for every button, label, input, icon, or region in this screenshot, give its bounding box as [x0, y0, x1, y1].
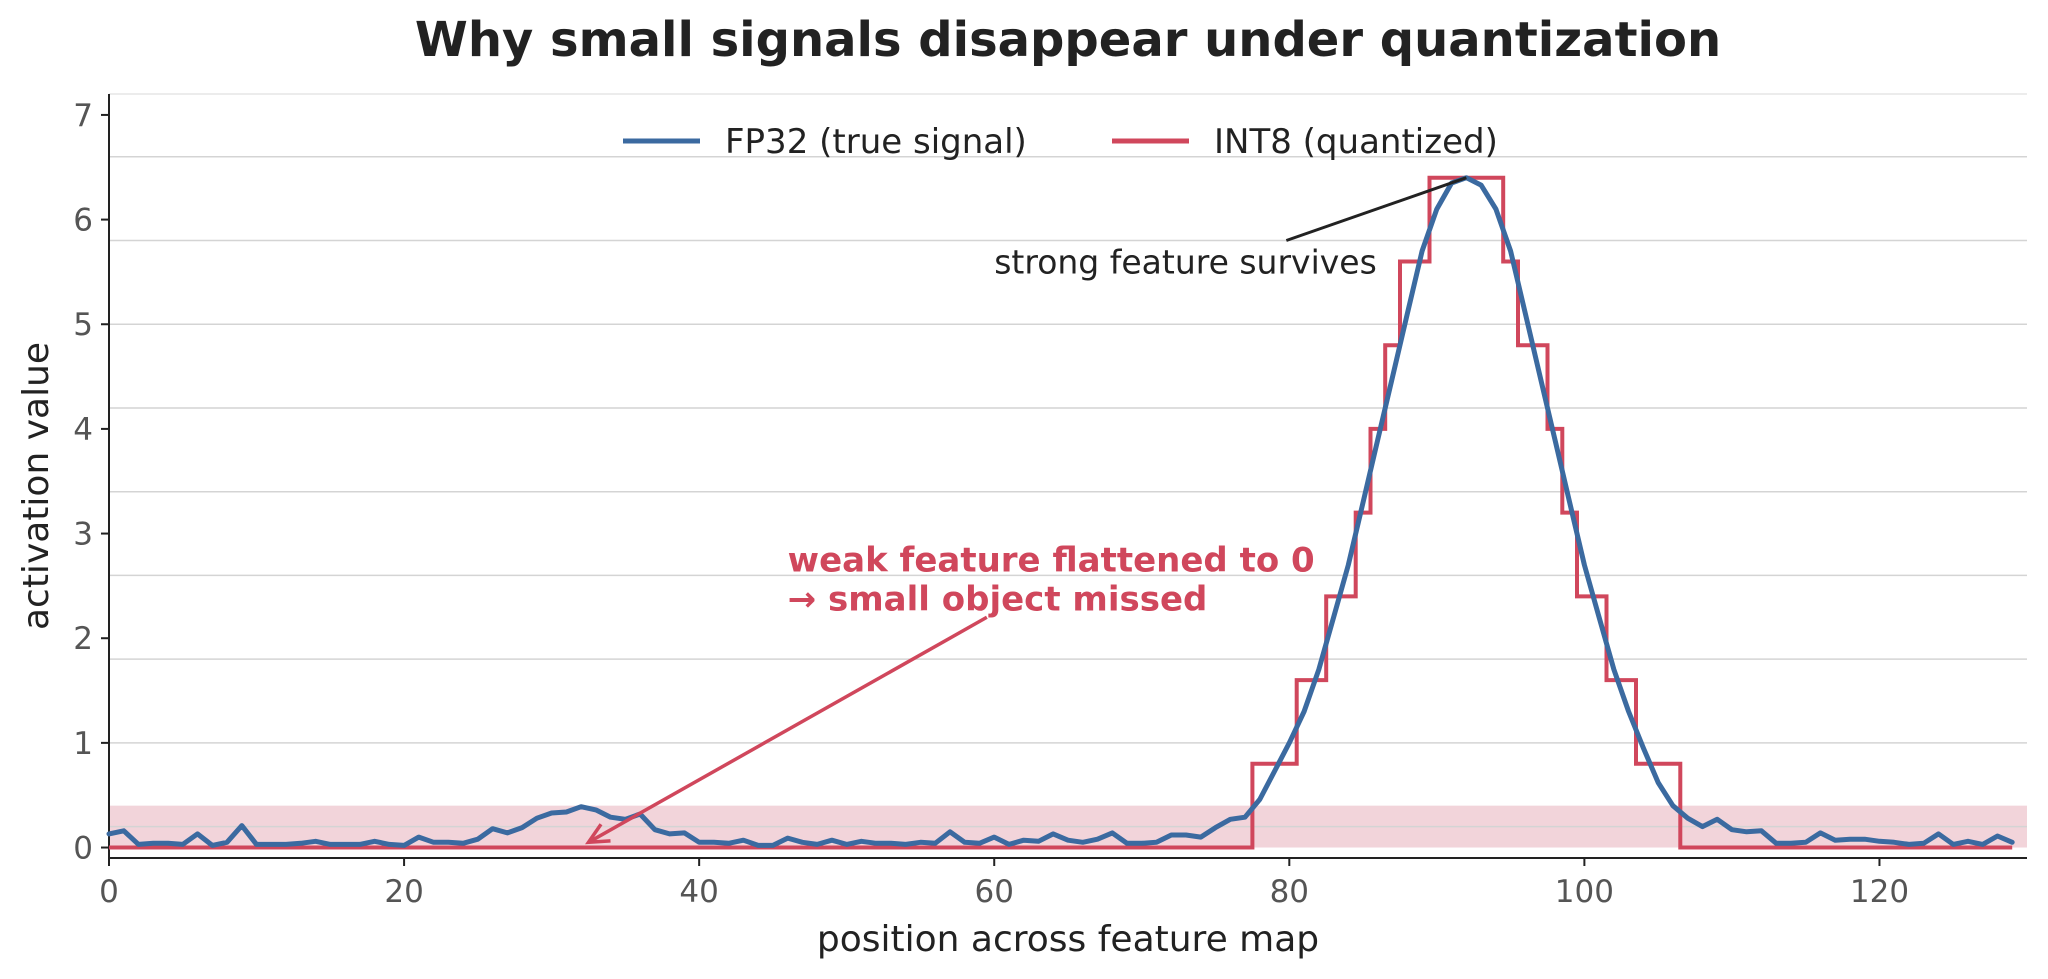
y-tick-label: 0	[73, 831, 93, 867]
annotation-weak-line-2: → small object missed	[788, 580, 1208, 620]
legend-label-int8: INT8 (quantized)	[1214, 122, 1498, 162]
x-tick-label: 60	[975, 874, 1014, 910]
x-axis-ticks: 0 20 40 60 80 100 120	[99, 858, 1909, 910]
x-tick-label: 120	[1850, 874, 1909, 910]
x-axis-label: position across feature map	[817, 919, 1319, 960]
y-tick-label: 1	[73, 726, 93, 762]
annotation-strong-arrow	[1285, 176, 1467, 242]
y-axis-label: activation value	[16, 342, 57, 630]
x-tick-label: 20	[384, 874, 423, 910]
y-tick-label: 5	[73, 307, 93, 343]
x-tick-label: 0	[99, 874, 119, 910]
x-tick-label: 80	[1270, 874, 1309, 910]
y-axis-ticks: 0 1 2 3 4 5 6 7	[73, 98, 109, 867]
legend-label-fp32: FP32 (true signal)	[725, 122, 1027, 162]
y-tick-label: 7	[73, 98, 93, 134]
legend: FP32 (true signal) INT8 (quantized)	[623, 122, 1498, 162]
y-tick-label: 3	[73, 517, 93, 553]
annotation-strong-text: strong feature survives	[994, 242, 1377, 281]
annotation-weak: weak feature flattened to 0 → small obje…	[585, 541, 1315, 845]
y-tick-label: 2	[73, 621, 93, 657]
x-tick-label: 100	[1555, 874, 1614, 910]
y-tick-label: 6	[73, 203, 93, 239]
x-tick-label: 40	[679, 874, 718, 910]
y-tick-label: 4	[73, 412, 93, 448]
annotation-weak-arrowhead	[585, 823, 611, 845]
series-fp32-line	[106, 175, 2015, 848]
annotation-strong: strong feature survives	[994, 176, 1467, 281]
annotation-weak-line-1: weak feature flattened to 0	[788, 541, 1315, 581]
annotation-weak-arrow	[587, 615, 988, 844]
gridlines	[109, 93, 2027, 828]
chart-title: Why small signals disappear under quanti…	[415, 12, 1721, 68]
